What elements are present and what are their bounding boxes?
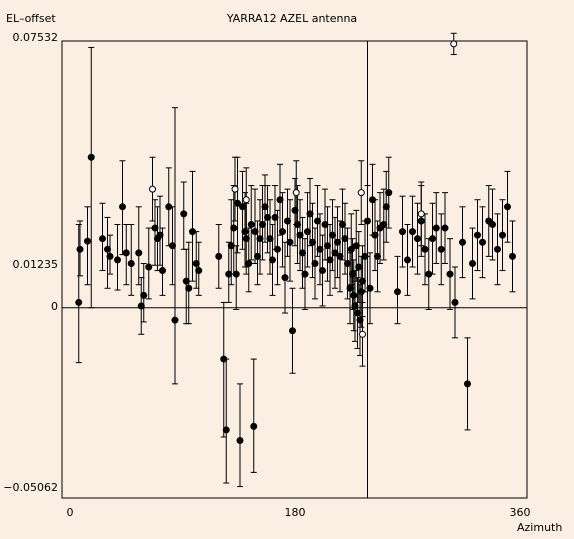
data-point: [489, 221, 496, 229]
data-point: [119, 203, 126, 211]
data-point: [509, 252, 516, 260]
data-point: [269, 256, 276, 264]
data-point: [385, 189, 393, 197]
data-point: [247, 221, 255, 229]
y-axis-label: EL–offset: [6, 12, 56, 25]
x-tick-label: 360: [510, 506, 531, 519]
data-point: [279, 228, 286, 236]
data-point: [432, 224, 440, 232]
data-point: [99, 235, 106, 243]
data-point: [127, 259, 135, 267]
x-tick-label: 180: [285, 506, 306, 519]
data-point: [437, 245, 445, 253]
data-point-open: [231, 185, 239, 193]
data-point: [87, 153, 95, 161]
data-point: [122, 249, 130, 257]
data-point: [236, 437, 244, 445]
data-point: [414, 235, 421, 243]
data-point: [106, 252, 114, 260]
data-point: [394, 288, 401, 296]
data-point: [474, 231, 481, 239]
data-point: [429, 235, 436, 243]
data-point: [319, 267, 326, 275]
y-tick-label: 0.07532: [13, 31, 59, 44]
data-point: [464, 380, 471, 388]
data-point: [159, 267, 166, 275]
data-point: [215, 252, 223, 260]
data-point: [114, 256, 121, 264]
data-point: [145, 263, 153, 271]
data-point: [245, 259, 253, 267]
data-point-open: [149, 185, 156, 193]
data-point: [409, 228, 416, 236]
data-point-open: [450, 40, 458, 48]
data-point: [250, 422, 258, 430]
data-point-open: [359, 330, 366, 338]
data-point-open: [292, 189, 300, 197]
data-point: [222, 426, 230, 434]
x-axis-label: Azimuth: [517, 521, 562, 534]
data-point: [350, 291, 358, 299]
data-point: [441, 224, 449, 232]
data-point: [499, 231, 506, 239]
data-point: [281, 274, 289, 282]
data-point: [195, 267, 203, 275]
y-tick-label: 0: [51, 300, 58, 313]
data-point: [504, 203, 511, 211]
data-point-open: [417, 210, 425, 218]
data-point: [366, 284, 374, 292]
data-point: [185, 284, 193, 292]
data-point: [494, 245, 501, 253]
data-point: [421, 245, 429, 253]
data-point: [459, 238, 466, 246]
data-point: [180, 210, 188, 218]
data-point: [230, 224, 238, 232]
data-point: [75, 298, 83, 306]
data-point: [289, 327, 296, 335]
data-point: [364, 217, 371, 225]
data-point: [451, 298, 459, 306]
y-tick-label: 0.01235: [13, 258, 59, 271]
data-point: [232, 270, 240, 278]
data-point: [171, 316, 179, 324]
plot-frame: [61, 40, 528, 499]
data-point: [286, 238, 294, 246]
data-point: [399, 228, 406, 236]
data-point: [404, 256, 411, 264]
data-point-open: [242, 196, 250, 204]
data-point: [135, 249, 143, 257]
data-point: [140, 291, 148, 299]
data-point: [76, 245, 84, 253]
data-points: [75, 32, 516, 488]
data-point: [479, 238, 486, 246]
data-point: [311, 259, 319, 267]
y-tick-label: −0.05062: [3, 481, 58, 494]
data-point: [469, 259, 476, 267]
data-point: [301, 270, 309, 278]
data-point: [274, 245, 281, 253]
x-tick-label: 0: [67, 506, 74, 519]
data-point: [84, 237, 91, 245]
data-point: [446, 270, 454, 278]
chart-title: YARRA12 AZEL antenna: [226, 12, 357, 25]
data-point-open: [357, 189, 365, 197]
